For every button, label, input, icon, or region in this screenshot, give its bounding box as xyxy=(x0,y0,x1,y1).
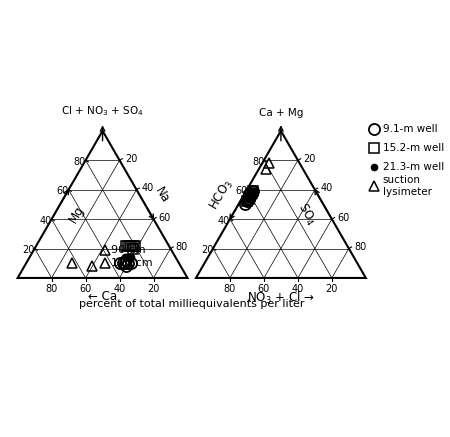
Text: 60: 60 xyxy=(80,284,92,294)
Text: NO$_3$ + Cl →: NO$_3$ + Cl → xyxy=(247,290,315,306)
Text: 80: 80 xyxy=(224,284,236,294)
Text: 20: 20 xyxy=(303,154,315,164)
Text: 80: 80 xyxy=(354,242,366,252)
Text: 20: 20 xyxy=(326,284,338,294)
Text: 40: 40 xyxy=(320,183,333,193)
Text: Cl + NO$_3$ + SO$_4$: Cl + NO$_3$ + SO$_4$ xyxy=(61,104,144,118)
Text: 40: 40 xyxy=(113,284,126,294)
Text: 60: 60 xyxy=(337,212,349,222)
Text: 60: 60 xyxy=(235,186,247,196)
Text: 60: 60 xyxy=(258,284,270,294)
Text: 21.3-m well: 21.3-m well xyxy=(383,162,444,172)
Text: Mg: Mg xyxy=(67,203,87,225)
Text: 60: 60 xyxy=(159,212,171,222)
Text: 20: 20 xyxy=(201,245,213,255)
Text: 80: 80 xyxy=(176,242,188,252)
Text: 90 cm: 90 cm xyxy=(112,245,146,255)
Text: Na: Na xyxy=(152,185,171,205)
Text: 20: 20 xyxy=(147,284,160,294)
Text: percent of total milliequivalents per liter: percent of total milliequivalents per li… xyxy=(79,299,305,309)
Text: Ca + Mg: Ca + Mg xyxy=(259,108,303,118)
Text: 80: 80 xyxy=(73,157,86,167)
Text: 40: 40 xyxy=(292,284,304,294)
Text: 40: 40 xyxy=(218,216,230,225)
Text: 40: 40 xyxy=(142,183,154,193)
Text: 120 cm: 120 cm xyxy=(112,258,153,268)
Text: 40: 40 xyxy=(40,216,52,225)
Text: 15.2-m well: 15.2-m well xyxy=(383,143,444,153)
Text: 9.1-m well: 9.1-m well xyxy=(383,124,437,134)
Text: suction
lysimeter: suction lysimeter xyxy=(383,175,432,197)
Text: SO$_4$: SO$_4$ xyxy=(294,200,319,228)
Text: 60: 60 xyxy=(57,186,69,196)
Text: 20: 20 xyxy=(125,154,137,164)
Text: HCO$_3$: HCO$_3$ xyxy=(207,177,237,213)
Text: 80: 80 xyxy=(252,157,264,167)
Text: ← Ca: ← Ca xyxy=(88,290,117,303)
Text: 20: 20 xyxy=(22,245,35,255)
Text: 80: 80 xyxy=(45,284,58,294)
